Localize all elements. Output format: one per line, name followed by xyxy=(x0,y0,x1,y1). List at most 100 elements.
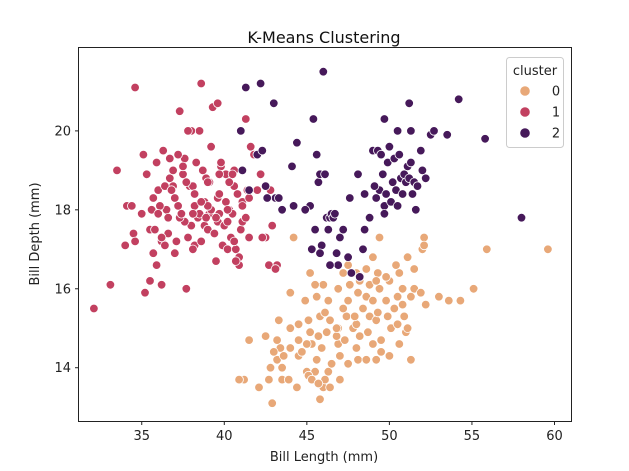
data-point xyxy=(148,193,159,203)
data-point xyxy=(406,157,416,168)
data-point xyxy=(373,268,383,278)
data-point xyxy=(277,363,287,373)
data-point xyxy=(353,288,363,298)
data-point xyxy=(330,209,340,219)
data-point xyxy=(224,177,234,187)
data-point xyxy=(325,382,335,393)
data-point xyxy=(156,280,167,290)
data-point xyxy=(178,169,188,180)
x-tick-label: 60 xyxy=(546,429,563,444)
data-point xyxy=(406,292,416,302)
data-point xyxy=(353,169,363,180)
data-point xyxy=(333,260,343,270)
data-point xyxy=(343,252,353,262)
data-point xyxy=(341,311,352,322)
data-point xyxy=(209,228,220,239)
data-point xyxy=(285,323,296,333)
data-point xyxy=(384,141,395,152)
data-point xyxy=(351,343,362,353)
data-point xyxy=(325,260,335,270)
data-point xyxy=(120,240,130,251)
data-point xyxy=(211,256,221,266)
data-point xyxy=(252,185,262,195)
data-point xyxy=(363,327,373,337)
data-point xyxy=(305,268,315,278)
data-point xyxy=(455,295,466,306)
data-point xyxy=(264,374,274,385)
data-point xyxy=(212,98,223,109)
data-point xyxy=(160,240,170,251)
data-point xyxy=(269,98,279,109)
data-point xyxy=(397,284,408,294)
data-point xyxy=(267,398,277,408)
data-point xyxy=(404,98,414,109)
data-point xyxy=(416,145,426,156)
data-point xyxy=(136,209,147,219)
data-point xyxy=(376,149,386,160)
data-point xyxy=(429,126,439,136)
y-tick-label: 16 xyxy=(54,282,71,297)
data-point xyxy=(203,177,213,187)
data-point xyxy=(191,157,201,168)
data-point xyxy=(378,169,388,180)
data-point xyxy=(358,244,368,255)
data-point xyxy=(151,157,162,168)
data-point xyxy=(148,248,159,258)
data-point xyxy=(229,236,239,247)
data-point xyxy=(244,193,254,203)
data-point xyxy=(376,335,386,345)
data-point xyxy=(214,189,225,199)
data-point xyxy=(323,295,334,306)
data-point xyxy=(394,268,405,278)
legend-marker xyxy=(519,106,531,118)
data-point xyxy=(287,161,297,172)
data-point xyxy=(234,374,244,385)
data-point xyxy=(543,244,553,255)
data-point xyxy=(394,149,405,160)
data-point xyxy=(480,134,490,144)
legend-box xyxy=(506,57,564,148)
data-point xyxy=(397,299,408,310)
data-point xyxy=(335,232,345,243)
data-point xyxy=(359,189,370,199)
data-point xyxy=(158,145,168,156)
legend-label: 2 xyxy=(552,127,560,142)
data-point xyxy=(89,303,99,314)
data-point xyxy=(145,276,155,286)
data-point xyxy=(350,311,360,322)
data-point xyxy=(323,367,334,377)
data-point xyxy=(369,181,380,191)
data-point xyxy=(331,331,342,341)
data-point xyxy=(381,272,391,282)
data-point xyxy=(353,355,363,365)
data-point xyxy=(371,355,381,365)
data-point xyxy=(255,78,266,89)
data-point xyxy=(317,343,327,353)
data-point xyxy=(168,165,178,176)
legend-title: cluster xyxy=(513,64,558,79)
data-point xyxy=(305,327,315,337)
data-point xyxy=(105,280,116,290)
legend: cluster 0 1 2 xyxy=(506,57,564,148)
x-axis: 35 40 45 50 55 60 xyxy=(133,421,563,444)
data-point xyxy=(368,252,378,262)
data-point xyxy=(300,295,310,306)
data-point xyxy=(265,363,276,373)
data-point xyxy=(394,339,405,349)
data-point xyxy=(222,244,233,255)
data-point xyxy=(244,185,254,195)
chart-title: K-Means Clustering xyxy=(247,28,400,47)
data-point xyxy=(335,374,345,385)
data-point xyxy=(127,201,137,211)
data-point xyxy=(361,264,372,274)
data-point xyxy=(442,130,452,140)
data-point xyxy=(140,288,150,298)
data-point xyxy=(434,292,444,302)
data-point xyxy=(421,173,431,184)
data-point xyxy=(163,212,173,223)
data-point xyxy=(255,169,266,180)
data-point xyxy=(331,248,342,258)
data-point xyxy=(216,157,226,168)
series-cluster-0 xyxy=(234,232,553,408)
